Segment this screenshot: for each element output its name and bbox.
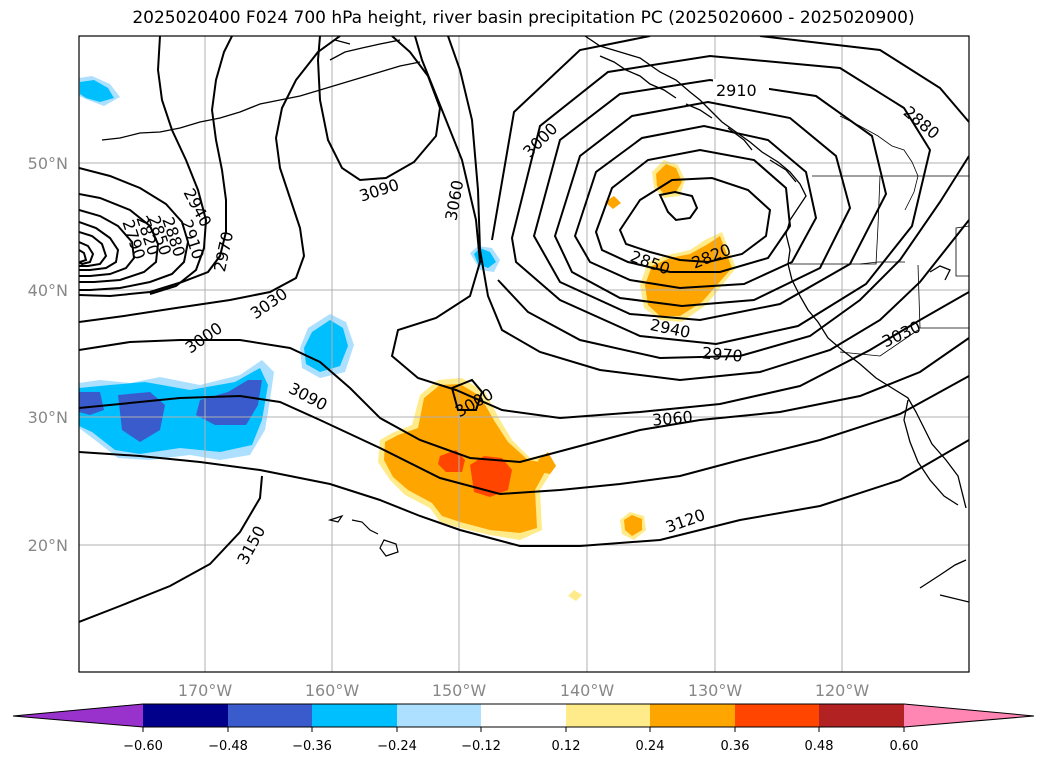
colorbar-tick-label: −0.36 — [292, 739, 332, 754]
colorbar-swatch — [819, 704, 904, 727]
colorbar-swatch — [13, 704, 143, 727]
lat-label: 30°N — [28, 408, 68, 427]
colorbar-swatch — [566, 704, 650, 727]
borders — [790, 115, 969, 357]
lon-label: 140°W — [560, 681, 615, 700]
lat-label: 40°N — [28, 281, 68, 300]
map-frame — [78, 35, 970, 673]
map-area: 2910 2880 3000 3090 3060 2820 2850 2940 … — [79, 36, 969, 672]
colorbar-tick-label: −0.60 — [123, 739, 163, 754]
colorbar-swatch — [312, 704, 397, 727]
colorbar-tick-label: 0.36 — [721, 739, 750, 754]
lon-label: 130°W — [688, 681, 743, 700]
lon-label: 170°W — [178, 681, 233, 700]
colorbar-tick-label: −0.48 — [208, 739, 248, 754]
colorbar-swatch — [904, 704, 1034, 727]
colorbar-swatch — [735, 704, 819, 727]
lon-label: 150°W — [432, 681, 487, 700]
colorbar-swatch — [228, 704, 312, 727]
lon-label: 160°W — [305, 681, 360, 700]
colorbar-tick-label: 0.48 — [805, 739, 834, 754]
colorbar: −0.60 −0.48 −0.36 −0.24 −0.12 0.12 0.24 … — [12, 703, 1035, 754]
map-title: 2025020400 F024 700 hPa height, river ba… — [132, 8, 915, 28]
contour-label: 3060 — [651, 407, 693, 429]
contour-label: 2910 — [716, 81, 757, 100]
colorbar-swatch — [397, 704, 481, 727]
colorbar-swatch — [481, 704, 566, 727]
colorbar-swatch — [143, 704, 228, 727]
colorbar-tick-label: 0.60 — [890, 739, 919, 754]
colorbar-tick-label: 0.12 — [552, 739, 581, 754]
positive-precip-areas — [378, 160, 736, 601]
lon-label: 120°W — [815, 681, 870, 700]
colorbar-tick-label: 0.24 — [636, 739, 665, 754]
hawaii-islands — [327, 514, 399, 557]
contour-label: 2970 — [701, 343, 743, 365]
colorbar-swatch — [650, 704, 735, 727]
lat-label: 20°N — [28, 536, 68, 555]
colorbar-tick-label: −0.24 — [377, 739, 417, 754]
lat-label: 50°N — [28, 154, 68, 173]
height-contours — [79, 36, 969, 623]
colorbar-tick-label: −0.12 — [461, 739, 501, 754]
